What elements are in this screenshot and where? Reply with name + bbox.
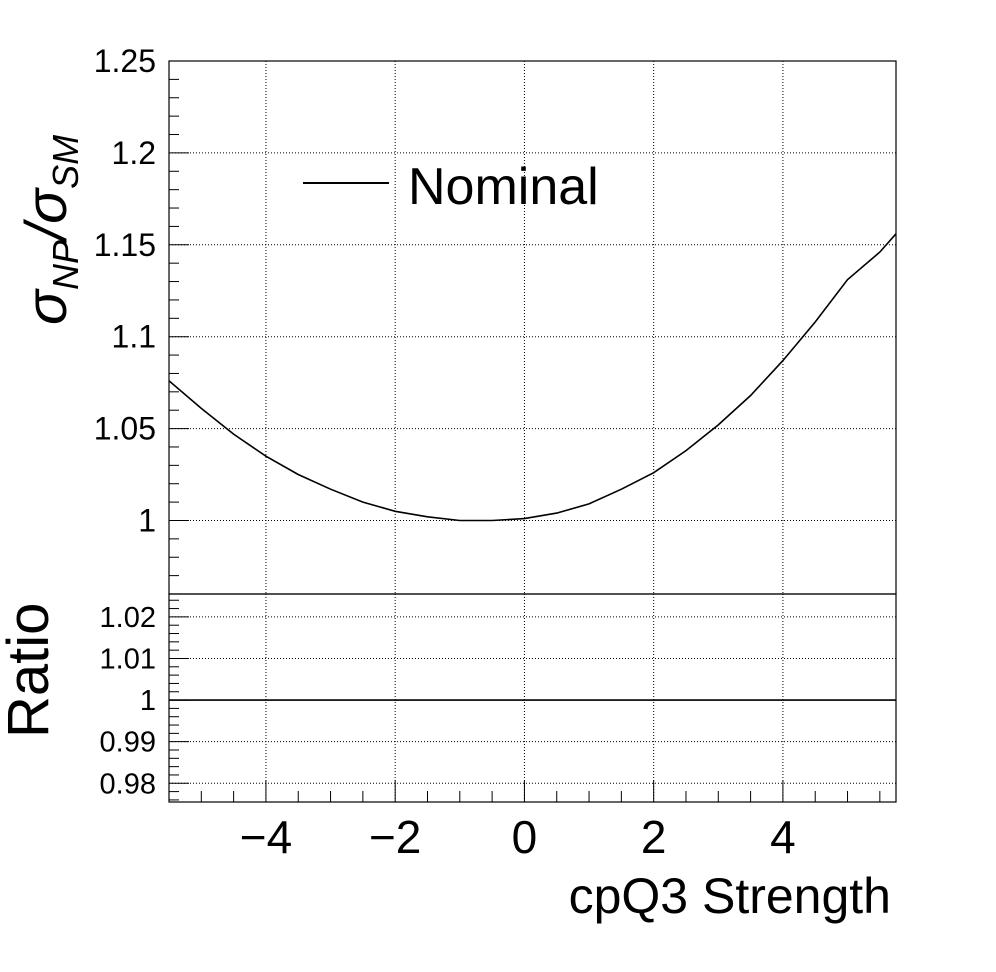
main-y-axis-sub-sm: SM — [45, 135, 86, 189]
x-tick-label: 2 — [641, 811, 667, 863]
ratio-y-tick-label: 1.02 — [100, 602, 156, 634]
ratio-y-tick-label: 1.01 — [100, 643, 156, 675]
main-y-tick-label: 1.2 — [112, 135, 156, 171]
series-nominal-line — [168, 233, 897, 522]
x-tick-label: 4 — [770, 811, 796, 863]
ratio-y-tick-label: 1 — [140, 685, 156, 717]
main-y-tick-label: 1.05 — [94, 411, 156, 447]
ratio-y-axis-title: Ratio — [0, 603, 61, 738]
x-tick-label: −2 — [369, 811, 421, 863]
main-y-tick-label: 1 — [138, 502, 156, 538]
main-panel: 1 1.05 1.1 1.15 1.2 1.25 — [94, 43, 897, 595]
x-tick-label: −4 — [240, 811, 292, 863]
main-y-tick-label: 1.25 — [94, 43, 156, 79]
main-y-tick-label: 1.15 — [94, 227, 156, 263]
ratio-panel: 0.98 0.99 1 1.01 1.02 −4 −2 0 2 4 — [100, 593, 897, 863]
legend: Nominal — [303, 158, 599, 216]
legend-label-nominal: Nominal — [408, 158, 599, 216]
ratio-y-tick-label: 0.98 — [100, 768, 156, 800]
main-y-axis-sigma-2: σ — [14, 187, 79, 224]
main-y-axis-title: σNP/σSM — [14, 135, 86, 325]
main-y-axis-sub-np: NP — [45, 240, 86, 290]
main-y-tick-label: 1.1 — [112, 319, 156, 355]
main-y-axis-sigma-1: σ — [14, 288, 79, 325]
ratio-y-tick-label: 0.99 — [100, 727, 156, 759]
x-tick-label: 0 — [512, 811, 538, 863]
ratio-plot-frame — [168, 593, 897, 803]
main-plot-frame — [168, 60, 897, 595]
x-axis-title: cpQ3 Strength — [569, 868, 891, 924]
